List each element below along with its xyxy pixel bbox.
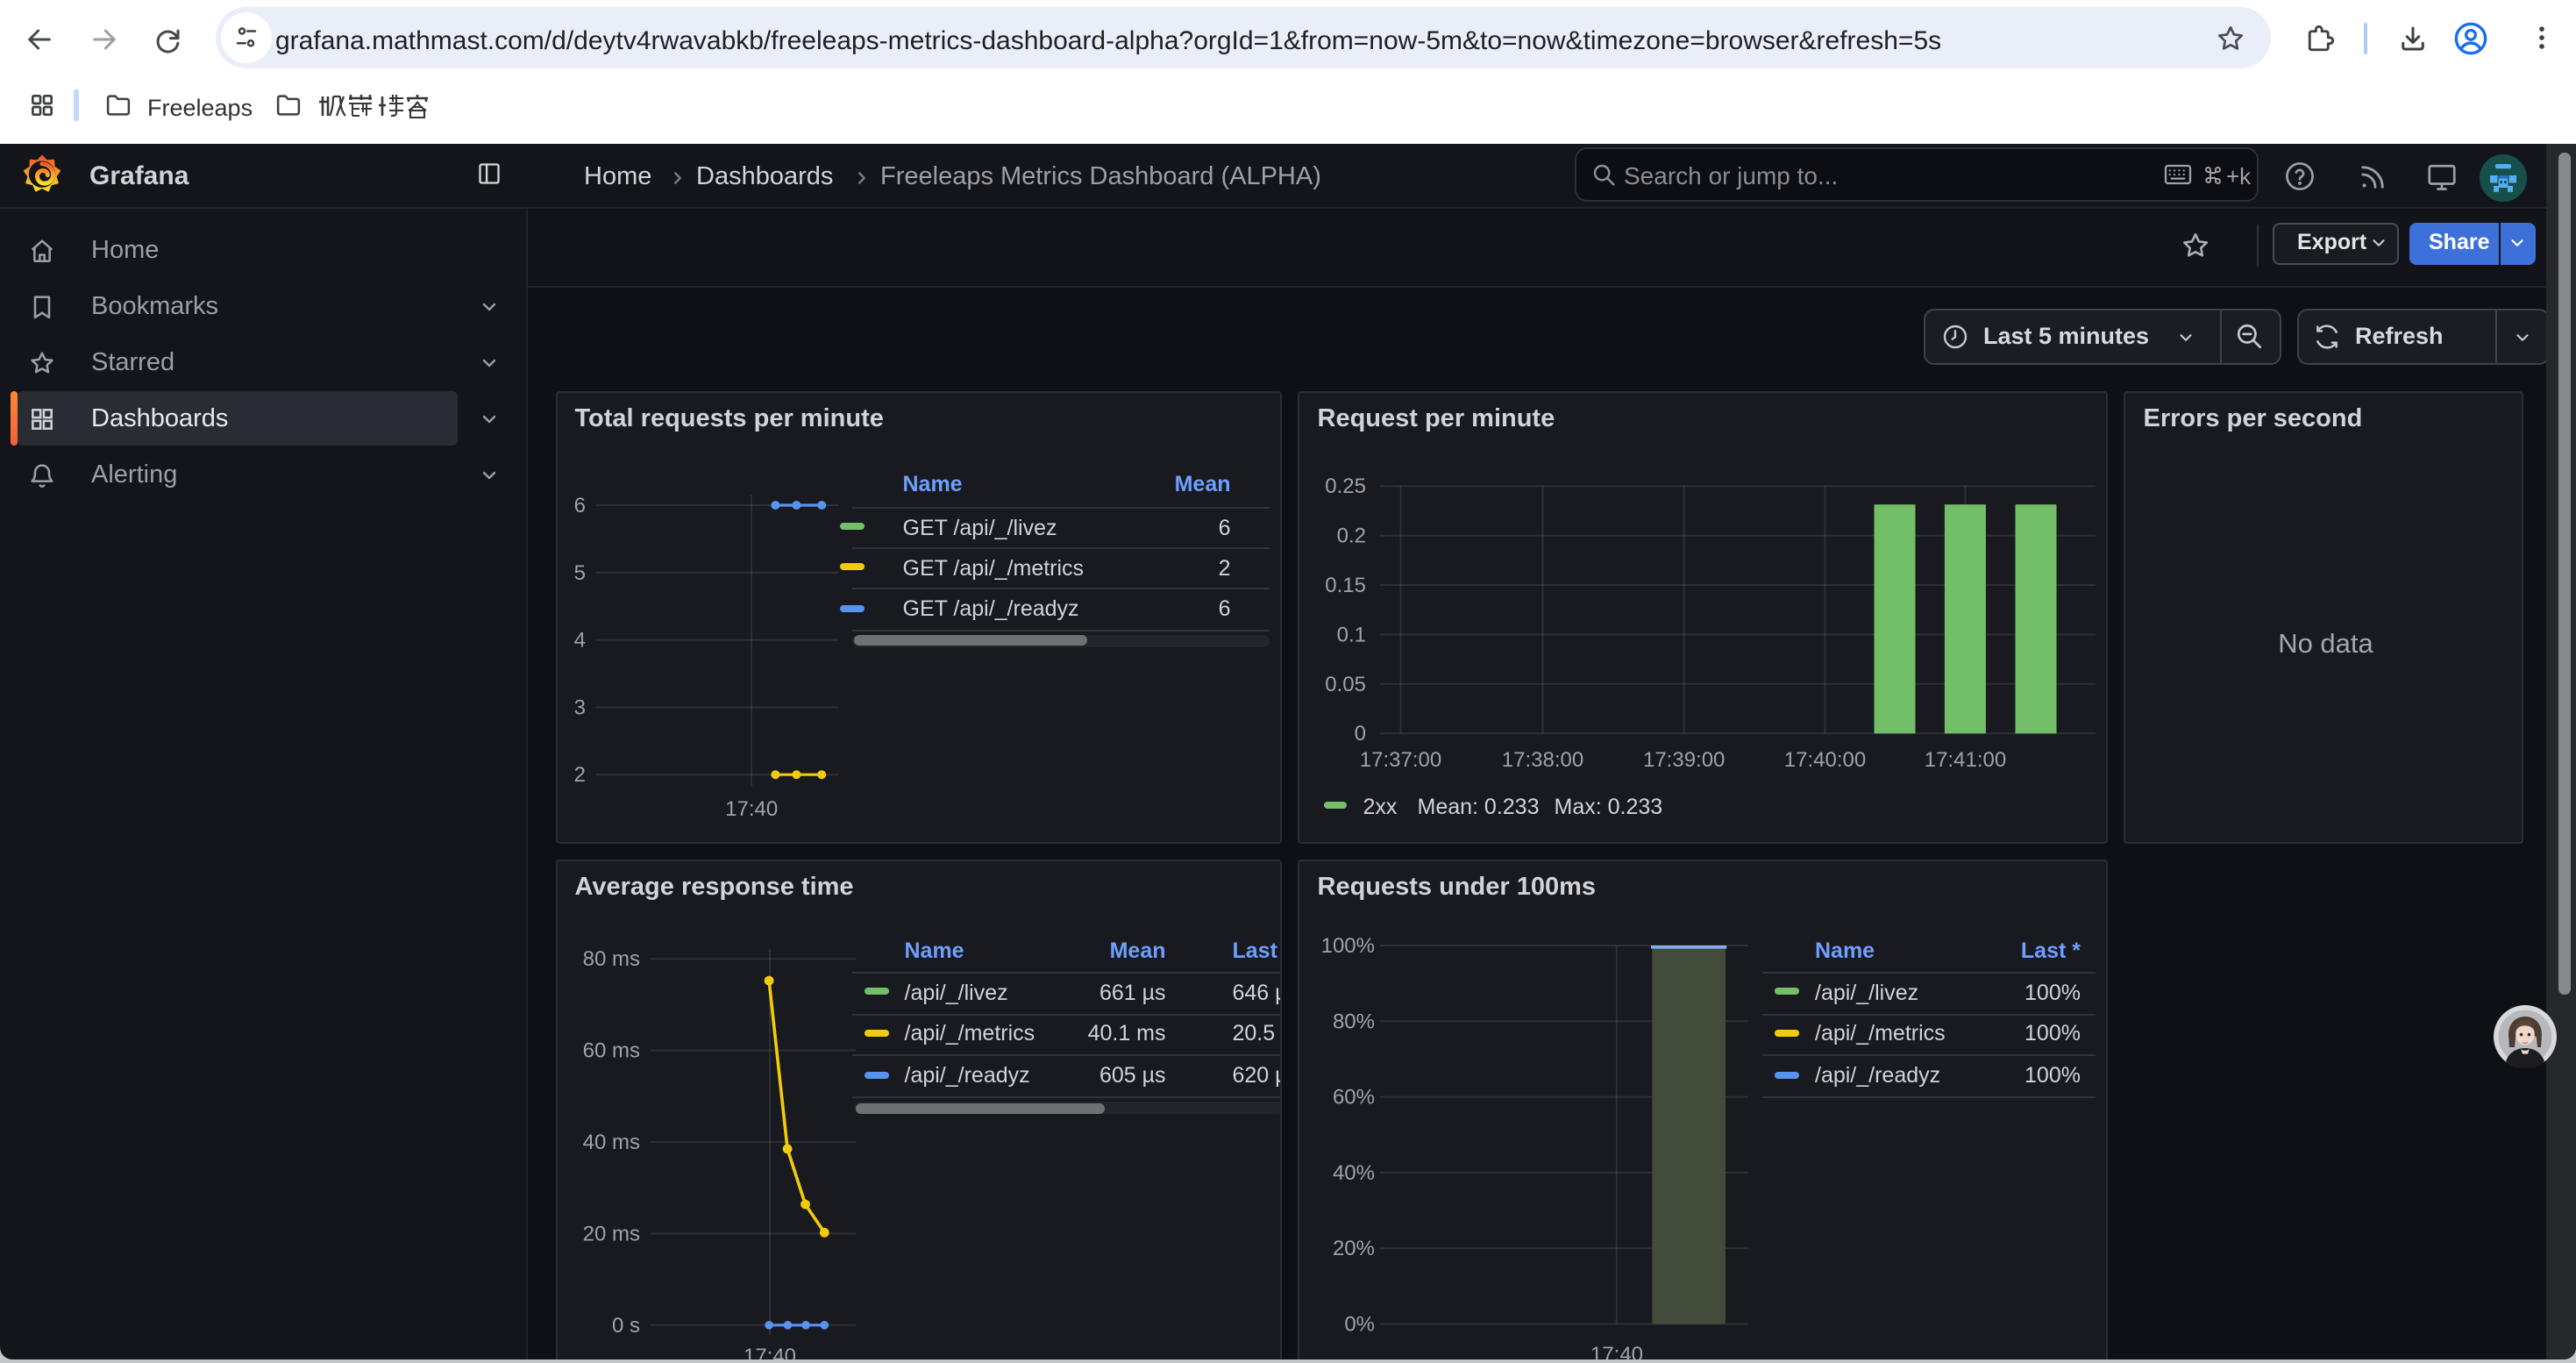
- svg-text:17:40: 17:40: [725, 797, 778, 821]
- svg-text:5: 5: [573, 561, 585, 585]
- svg-text:17:40:00: 17:40:00: [1784, 748, 1866, 772]
- svg-text:0.15: 0.15: [1326, 574, 1367, 597]
- svg-text:60%: 60%: [1333, 1085, 1375, 1109]
- svg-text:4: 4: [573, 629, 585, 653]
- svg-text:20 ms: 20 ms: [582, 1222, 639, 1245]
- svg-text:0.2: 0.2: [1337, 525, 1366, 548]
- svg-text:80%: 80%: [1333, 1010, 1375, 1033]
- svg-text:0.05: 0.05: [1326, 673, 1367, 696]
- svg-text:0 s: 0 s: [611, 1313, 639, 1337]
- svg-text:20%: 20%: [1333, 1237, 1375, 1260]
- svg-text:100%: 100%: [1321, 934, 1375, 958]
- svg-text:0.1: 0.1: [1337, 623, 1366, 646]
- svg-text:6: 6: [573, 494, 585, 517]
- svg-text:0%: 0%: [1345, 1312, 1376, 1336]
- svg-text:17:40: 17:40: [743, 1345, 795, 1360]
- svg-text:17:39:00: 17:39:00: [1643, 748, 1725, 772]
- svg-text:17:37:00: 17:37:00: [1360, 748, 1441, 772]
- svg-text:60 ms: 60 ms: [582, 1038, 639, 1062]
- svg-text:17:41:00: 17:41:00: [1925, 748, 2006, 772]
- svg-text:80 ms: 80 ms: [582, 947, 639, 971]
- svg-text:40 ms: 40 ms: [582, 1131, 639, 1154]
- svg-text:17:40: 17:40: [1590, 1343, 1643, 1360]
- svg-text:40%: 40%: [1333, 1160, 1375, 1184]
- svg-text:3: 3: [573, 696, 585, 719]
- svg-text:0.25: 0.25: [1326, 475, 1367, 498]
- svg-text:17:38:00: 17:38:00: [1502, 748, 1583, 772]
- svg-text:0: 0: [1355, 722, 1366, 746]
- svg-text:2: 2: [573, 763, 585, 787]
